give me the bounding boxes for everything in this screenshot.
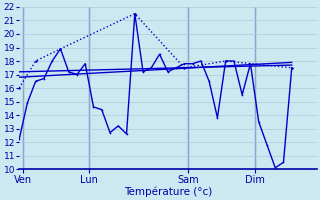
X-axis label: Température (°c): Température (°c) [124, 186, 212, 197]
